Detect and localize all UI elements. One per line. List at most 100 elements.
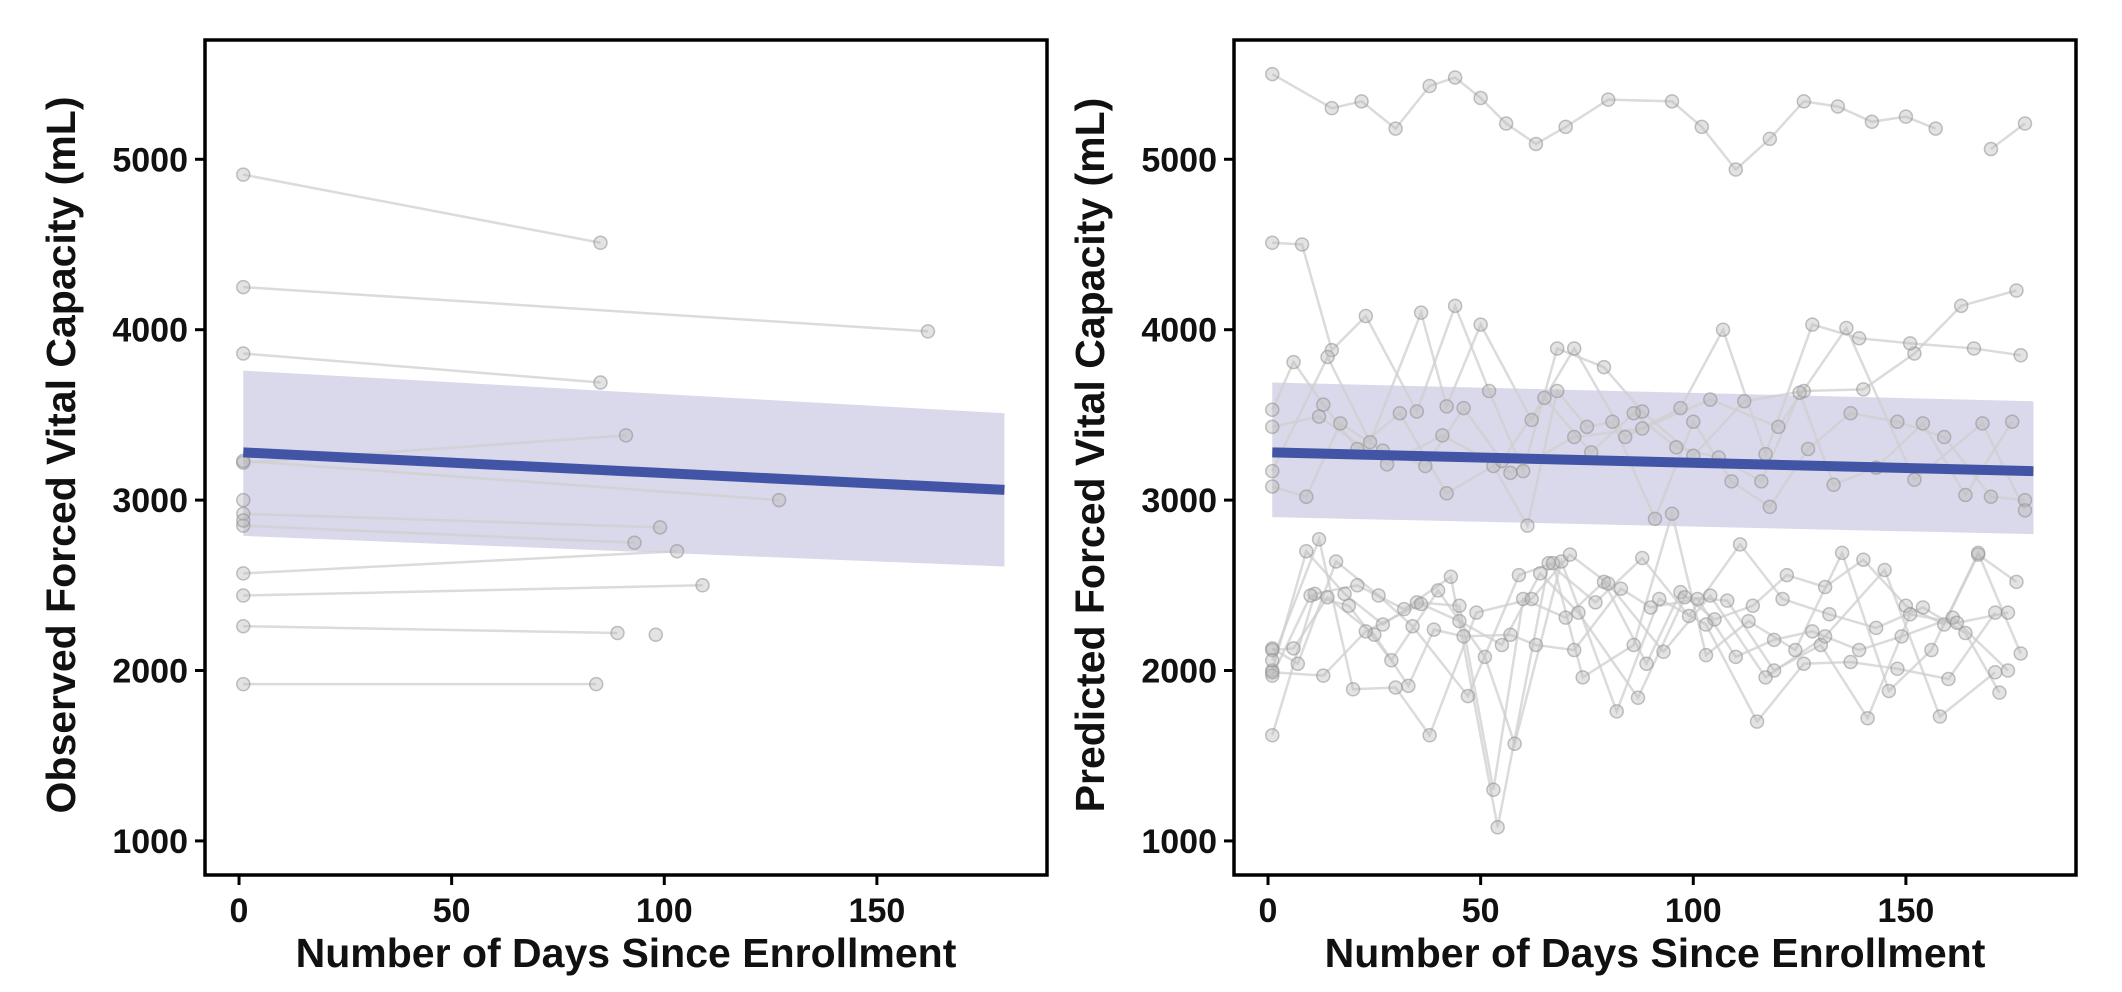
subject-line	[243, 352, 601, 384]
subject-point	[1549, 383, 1565, 399]
subject-point	[1341, 598, 1357, 614]
subject-point	[1498, 116, 1514, 131]
subject-point	[1741, 613, 1756, 629]
subject-point	[1983, 489, 1999, 504]
subject-point	[1422, 78, 1437, 94]
subject-point	[1439, 399, 1454, 414]
subject-point	[1617, 429, 1633, 445]
subject-point	[1566, 642, 1582, 658]
subject-point	[1851, 330, 1867, 346]
subject-point	[1728, 649, 1744, 665]
subject-point	[1877, 562, 1892, 578]
subject-line	[243, 285, 929, 333]
subject-point	[1762, 131, 1778, 147]
subject-point	[1596, 359, 1612, 375]
subject-point	[1265, 664, 1280, 680]
subject-trajectories	[236, 167, 936, 692]
subject-point	[1613, 581, 1629, 596]
subject-point	[1724, 474, 1739, 489]
subject-point	[2009, 283, 2024, 298]
subject-point	[1511, 567, 1527, 583]
x-tick-label: 150	[1878, 892, 1935, 930]
subject-point	[1817, 629, 1833, 644]
subject-point	[610, 625, 625, 641]
subject-point	[1690, 591, 1705, 607]
subject-point	[1890, 414, 1905, 429]
subject-point	[1928, 121, 1943, 136]
subject-point	[1907, 472, 1922, 487]
subject-point	[1477, 649, 1493, 665]
subject-line	[1271, 72, 1937, 172]
subject-point	[1494, 637, 1510, 653]
subject-point	[1703, 588, 1718, 603]
subject-point	[1350, 578, 1365, 593]
subject-point	[1600, 92, 1616, 107]
subject-point	[652, 520, 668, 535]
subject-point	[771, 492, 787, 508]
subject-point	[1524, 591, 1539, 607]
subject-point	[1503, 627, 1518, 642]
subject-point	[1609, 704, 1624, 719]
subject-point	[2013, 348, 2028, 363]
subject-point	[1915, 600, 1931, 615]
subject-point	[1375, 617, 1391, 632]
subject-point	[1435, 428, 1450, 443]
subject-point	[1401, 678, 1416, 694]
x-tick-label: 0	[230, 892, 249, 930]
y-tick-label: 4000	[112, 312, 188, 350]
subject-line	[1272, 325, 2027, 511]
subject-point	[1634, 421, 1650, 436]
subject-point	[1520, 518, 1535, 533]
y-tick-label: 5000	[1141, 141, 1217, 179]
subject-line	[243, 624, 618, 635]
subject-point	[1413, 305, 1429, 320]
x-tick-label: 100	[1665, 892, 1722, 930]
subject-point	[1265, 728, 1280, 743]
subject-point	[1388, 680, 1403, 695]
subject-point	[1473, 90, 1488, 106]
subject-point	[1447, 298, 1463, 314]
subject-point	[1792, 385, 1807, 400]
subject-point	[1720, 593, 1735, 608]
subject-line	[243, 512, 661, 529]
subject-point	[1664, 506, 1680, 521]
subject-point	[1966, 341, 1982, 356]
y-tick-label: 1000	[1141, 823, 1217, 861]
subject-point	[1286, 354, 1301, 370]
subject-point	[1418, 458, 1433, 474]
subject-point	[1566, 341, 1582, 356]
subject-point	[1333, 416, 1348, 431]
subject-point	[1388, 121, 1403, 136]
subject-point	[1898, 109, 1914, 124]
subject-point	[1987, 605, 2003, 620]
subject-point	[1805, 317, 1820, 332]
subject-point	[1486, 782, 1501, 798]
subject-point	[1707, 612, 1722, 627]
y-axis-title: Predicted Forced Vital Capacity (mL)	[1067, 98, 1113, 813]
subject-point	[1405, 618, 1420, 634]
subject-point	[1826, 477, 1841, 493]
subject-point	[1299, 543, 1314, 559]
subject-line	[1271, 359, 2026, 530]
subject-point	[1992, 685, 2007, 700]
subject-point	[1737, 394, 1752, 409]
subject-point	[1694, 119, 1710, 135]
subject-point	[2004, 414, 2020, 429]
subject-point	[236, 346, 251, 361]
subject-point	[1430, 583, 1446, 598]
subject-point	[1358, 308, 1374, 324]
subject-point	[236, 676, 251, 692]
subject-point	[1456, 400, 1471, 416]
subject-point	[1507, 736, 1522, 752]
subject-point	[1745, 598, 1761, 614]
subject-point	[1422, 728, 1437, 743]
subject-point	[1316, 397, 1331, 412]
subject-point	[1856, 382, 1871, 397]
subject-point	[1605, 414, 1620, 429]
subject-point	[1958, 625, 1973, 641]
subject-point	[2013, 646, 2028, 661]
subject-point	[1575, 670, 1590, 685]
subject-point	[1843, 654, 1858, 670]
y-tick-label: 3000	[1141, 482, 1217, 520]
